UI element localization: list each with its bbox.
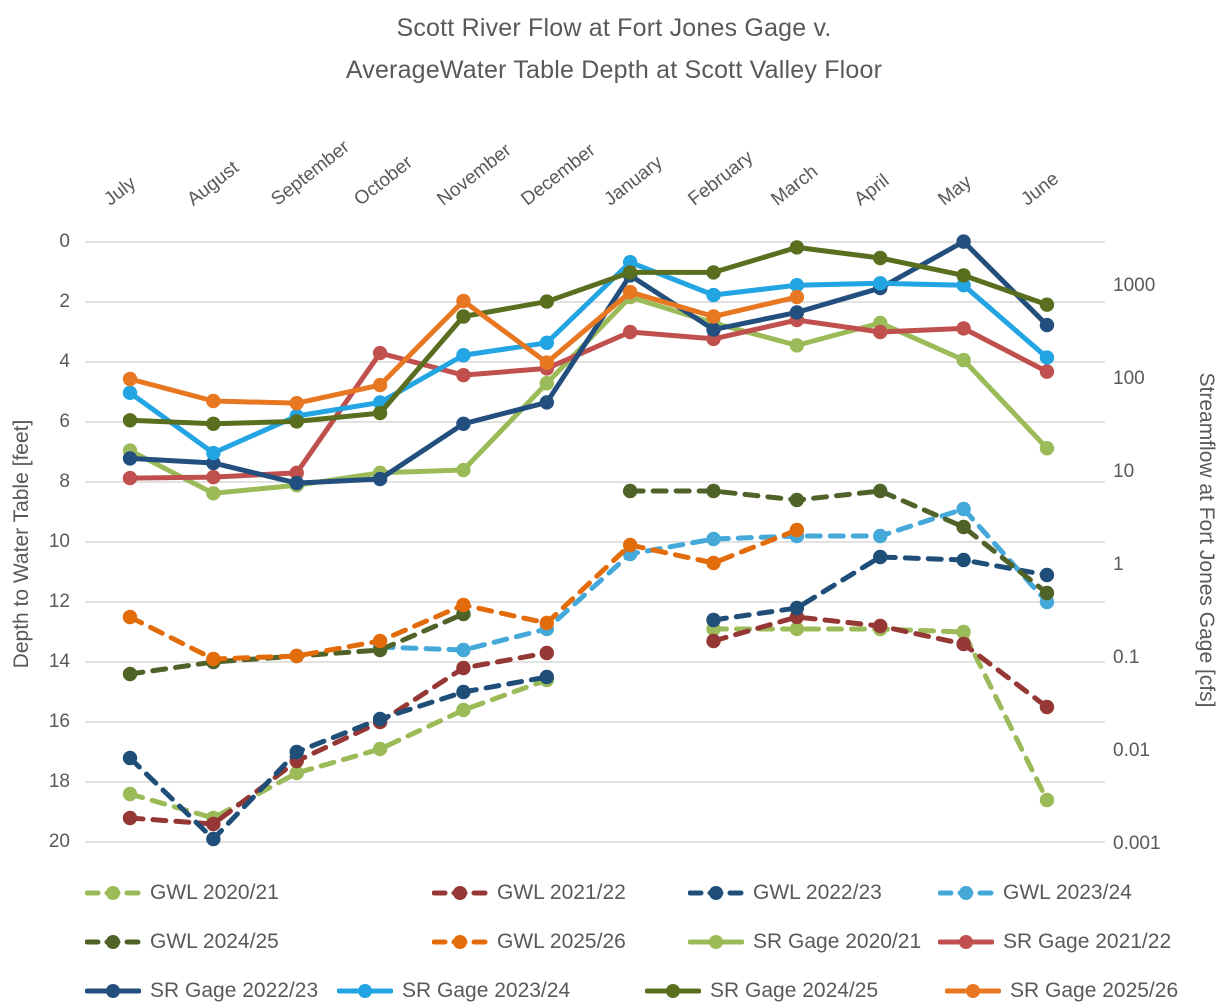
legend-label: GWL 2025/26 [497,930,626,953]
legend-label: SR Gage 2024/25 [710,979,879,1002]
right-axis-tick: 10 [1113,461,1135,482]
right-axis-tick: 0.01 [1113,740,1150,761]
series-gwl-2025-26 [122,522,805,667]
legend-marker-icon [85,886,141,900]
left-axis-tick: 18 [48,771,70,792]
series-sr-gage-2025-26 [122,284,805,411]
legend-item-gwl-2021-22: GWL 2021/22 [432,878,626,908]
legend-label: GWL 2023/24 [1003,881,1132,904]
legend-item-sr-gage-2022-23: SR Gage 2022/23 [85,976,318,1006]
legend-label: SR Gage 2020/21 [753,930,922,953]
right-axis-tick: 0.1 [1113,647,1140,668]
legend-row: GWL 2024/25 GWL 2025/26 SR Gage 2020/21 SR … [0,927,1228,957]
legend-label: GWL 2021/22 [497,881,626,904]
left-axis-tick: 20 [48,831,70,852]
legend-item-gwl-2020-21: GWL 2020/21 [85,878,279,908]
legend-item-sr-gage-2025-26: SR Gage 2025/26 [945,976,1178,1006]
legend-item-sr-gage-2024-25: SR Gage 2024/25 [645,976,878,1006]
legend-row: GWL 2020/21 GWL 2021/22 GWL 2022/23 GWL 202… [0,878,1228,908]
chart-title-line1: Scott River Flow at Fort Jones Gage v. [396,14,832,42]
legend-label: GWL 2024/25 [150,930,279,953]
legend-marker-icon [938,935,994,949]
left-axis-tick: 14 [48,651,70,672]
legend-label: GWL 2022/23 [753,881,882,904]
legend-marker-icon [85,935,141,949]
legend-marker-icon [645,984,701,998]
left-axis-tick: 8 [59,471,70,492]
series-sr-gage-2020-21 [122,289,1055,501]
legend-row: SR Gage 2022/23 SR Gage 2023/24 SR Gage 20… [0,976,1228,1006]
series-sr-gage-2024-25 [122,240,1055,431]
right-axis-tick: 1 [1113,554,1124,575]
legend-marker-icon [432,935,488,949]
legend-item-gwl-2022-23: GWL 2022/23 [688,878,882,908]
chart-title-line2: AverageWater Table Depth at Scott Valley… [345,56,883,84]
legend-marker-icon [85,984,141,998]
legend-marker-icon [432,886,488,900]
legend-item-sr-gage-2023-24: SR Gage 2023/24 [337,976,570,1006]
right-axis-tick: 0.001 [1113,833,1161,854]
right-axis-tick: 1000 [1113,275,1156,296]
legend-label: SR Gage 2023/24 [402,979,571,1002]
legend-label: SR Gage 2022/23 [150,979,319,1002]
left-axis-tick: 10 [48,531,70,552]
legend-marker-icon [337,984,393,998]
series-sr-gage-2021-22 [122,312,1055,486]
legend-marker-icon [938,886,994,900]
legend-label: SR Gage 2021/22 [1003,930,1172,953]
left-axis-tick: 0 [59,231,70,252]
left-axis-tick: 16 [48,711,70,732]
left-axis-tick: 6 [59,411,70,432]
left-axis-tick: 2 [59,291,70,312]
legend-label: GWL 2020/21 [150,881,279,904]
series-gwl-2022-23 [122,549,1055,847]
legend-item-gwl-2025-26: GWL 2025/26 [432,927,626,957]
legend-item-sr-gage-2020-21: SR Gage 2020/21 [688,927,921,957]
legend-label: SR Gage 2025/26 [1010,979,1179,1002]
left-axis-tick: 4 [59,351,70,372]
legend-marker-icon [688,886,744,900]
series-gwl-2020-21 [122,621,1055,826]
series-gwl-2021-22 [122,609,1055,832]
legend-item-gwl-2024-25: GWL 2024/25 [85,927,279,957]
legend-marker-icon [945,984,1001,998]
legend-marker-icon [688,935,744,949]
legend-item-gwl-2023-24: GWL 2023/24 [938,878,1132,908]
legend-item-sr-gage-2021-22: SR Gage 2021/22 [938,927,1171,957]
left-axis-tick: 12 [48,591,70,612]
gridlines [85,241,1105,843]
right-axis-tick: 100 [1113,368,1145,389]
